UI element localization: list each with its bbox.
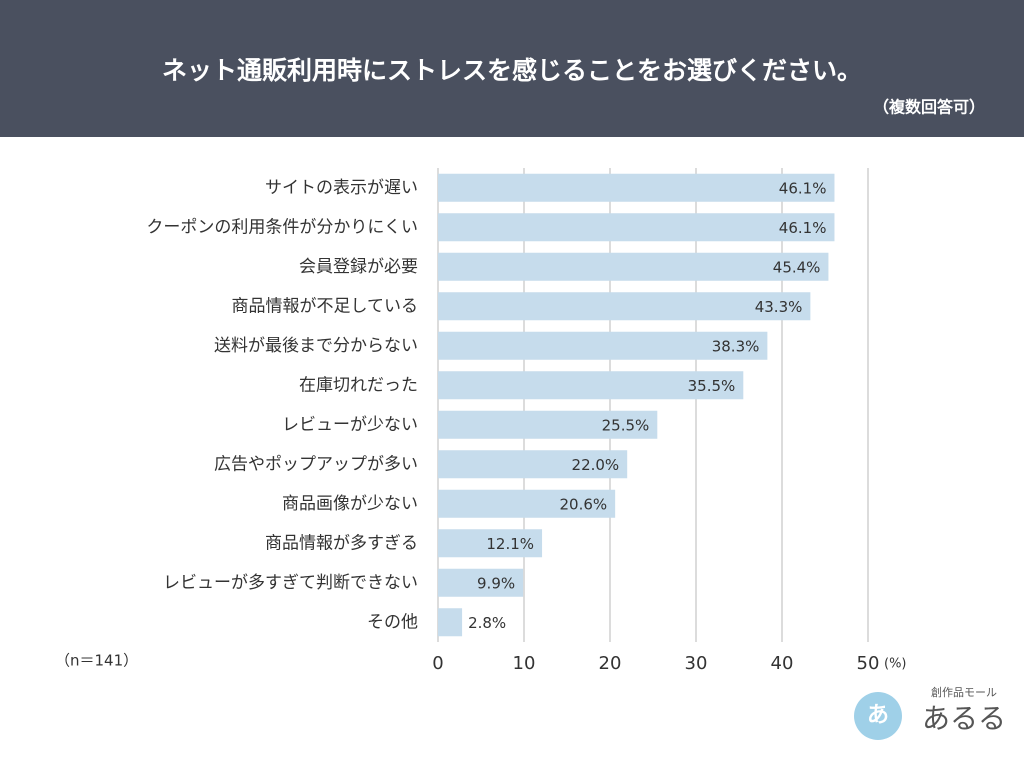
logo: あ 創作品モール あるる xyxy=(854,685,1006,740)
logo-circle xyxy=(854,692,902,740)
y-tick-label: 商品情報が多すぎる xyxy=(265,533,418,553)
bar xyxy=(438,489,616,518)
value-label: 46.1% xyxy=(779,219,827,237)
x-tick-label: 20 xyxy=(599,653,622,674)
bar xyxy=(438,331,768,360)
y-tick-label: 商品情報が不足している xyxy=(232,296,419,316)
bar xyxy=(438,371,744,400)
y-tick-label: サイトの表示が遅い xyxy=(265,178,418,198)
bar xyxy=(438,608,463,637)
bar xyxy=(438,450,628,479)
value-label: 35.5% xyxy=(688,377,736,395)
value-label: 2.8% xyxy=(468,614,506,632)
bar xyxy=(438,410,658,439)
y-tick-label: 広告やポップアップが多い xyxy=(214,454,418,474)
bar xyxy=(438,173,835,202)
x-tick-label: 10 xyxy=(513,653,536,674)
logo-tagline: 創作品モール xyxy=(931,685,997,699)
header-band xyxy=(0,0,1024,137)
sample-note: （n＝141） xyxy=(55,652,138,670)
logo-mark: あ xyxy=(867,703,889,728)
bar xyxy=(438,213,835,242)
value-label: 43.3% xyxy=(755,298,803,316)
value-label: 20.6% xyxy=(560,495,608,513)
x-tick-label: 40 xyxy=(771,653,794,674)
value-label: 25.5% xyxy=(602,416,650,434)
bar xyxy=(438,529,543,558)
y-tick-label: 会員登録が必要 xyxy=(299,257,418,277)
y-tick-label: レビューが多すぎて判断できない xyxy=(163,573,418,593)
y-tick-label: レビューが少ない xyxy=(282,415,418,435)
bar xyxy=(438,568,524,597)
chart-title: ネット通販利用時にストレスを感じることをお選びください。 xyxy=(162,56,862,85)
logo-name: あるる xyxy=(922,702,1006,735)
y-tick-label: その他 xyxy=(367,612,418,632)
value-label: 12.1% xyxy=(486,535,534,553)
bar xyxy=(438,252,829,281)
value-label: 9.9% xyxy=(477,574,515,592)
y-tick-label: 送料が最後まで分からない xyxy=(214,336,418,356)
value-label: 22.0% xyxy=(572,456,620,474)
y-tick-label: クーポンの利用条件が分かりにくい xyxy=(146,217,418,237)
value-label: 46.1% xyxy=(779,179,827,197)
x-tick-label: 50 xyxy=(857,653,880,674)
x-axis-label: (%) xyxy=(884,657,907,672)
chart-subtitle: （複数回答可） xyxy=(873,98,985,117)
value-label: 45.4% xyxy=(773,258,821,276)
value-label: 38.3% xyxy=(712,337,760,355)
x-tick-label: 30 xyxy=(685,653,708,674)
bar xyxy=(438,292,811,321)
y-tick-label: 商品画像が少ない xyxy=(282,494,418,514)
x-tick-label: 0 xyxy=(432,653,443,674)
y-tick-label: 在庫切れだった xyxy=(299,375,418,395)
